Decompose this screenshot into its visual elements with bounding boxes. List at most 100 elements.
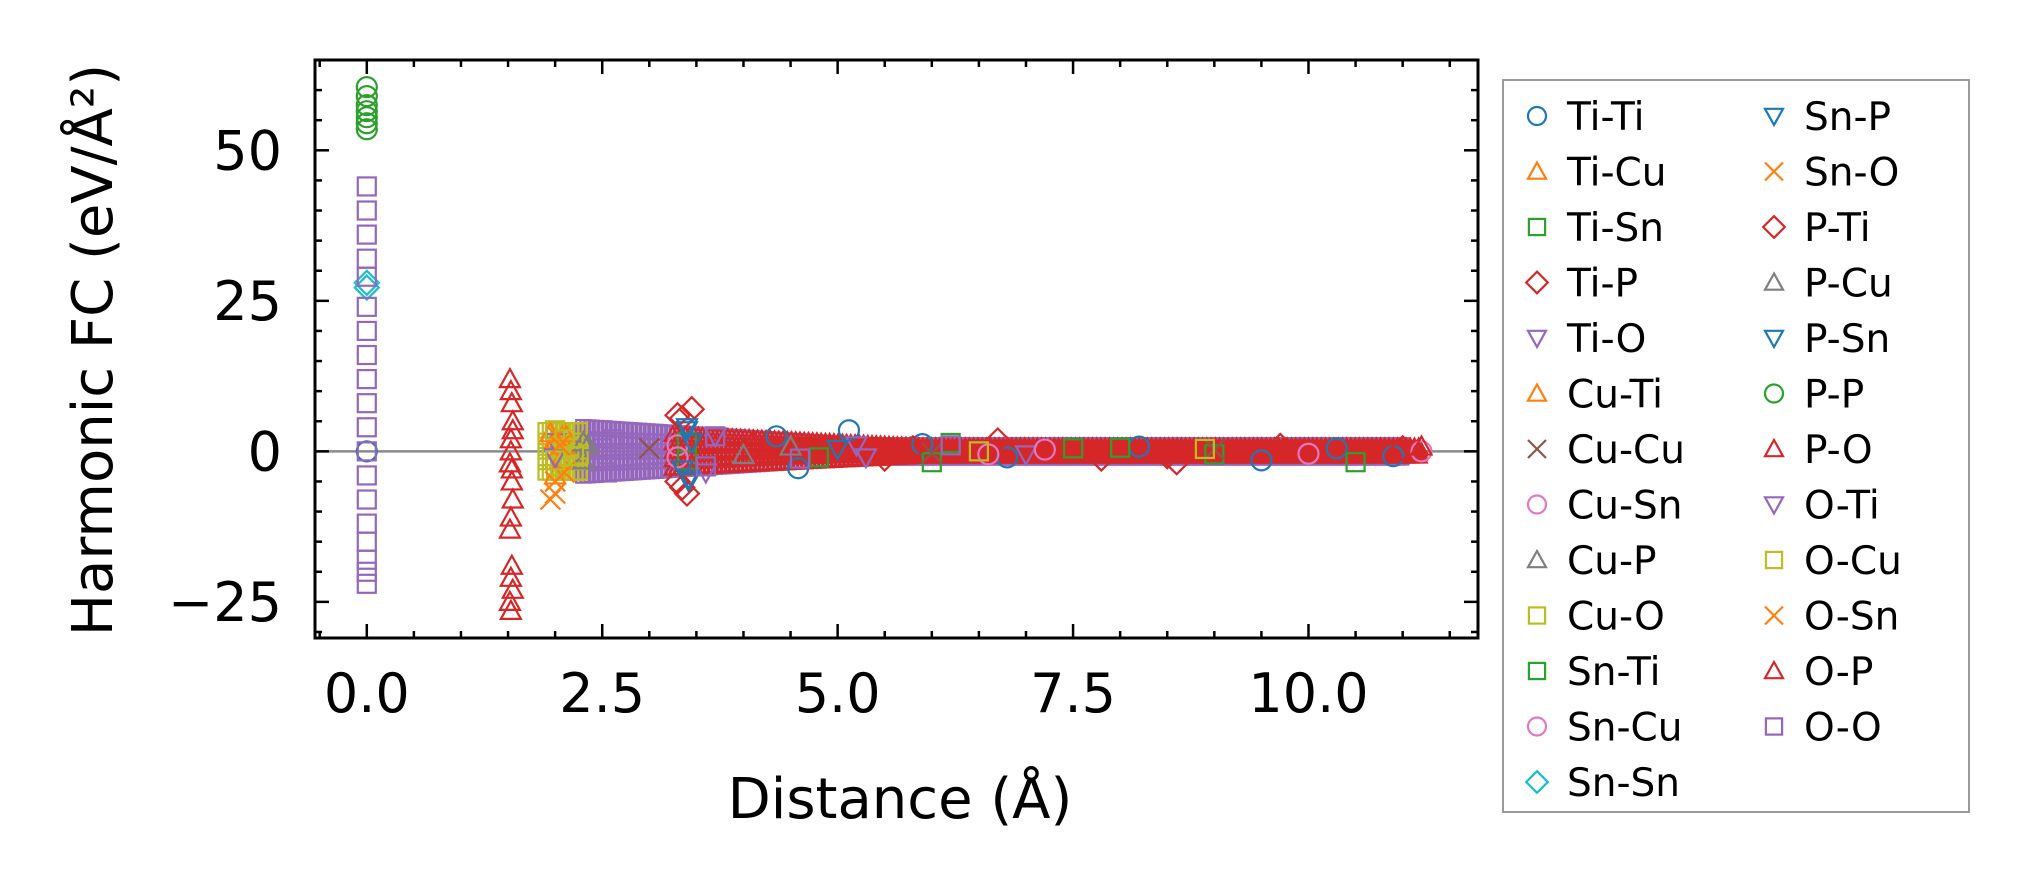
series-P-P xyxy=(355,75,378,141)
point-Ti-P xyxy=(1389,434,1417,462)
legend-marker xyxy=(1763,329,1785,350)
point-O-O xyxy=(356,369,377,390)
legend-marker xyxy=(1527,606,1547,625)
legend-marker xyxy=(1761,214,1787,240)
axes: 0.0 2.5 5.0 7.5 10.0 −25 0 25 50 xyxy=(168,58,1480,725)
point-Sn-P xyxy=(675,421,699,443)
y-tick-label: −25 xyxy=(168,571,282,634)
legend-marker xyxy=(1527,439,1547,459)
point-O-O xyxy=(356,266,377,287)
point-P-O xyxy=(499,553,524,575)
point-O-O xyxy=(356,344,377,366)
point-O-O xyxy=(705,426,726,447)
legend-marker xyxy=(1524,769,1550,795)
legend-label: Sn-Cu xyxy=(1567,706,1683,751)
point-Ti-Ti xyxy=(1250,449,1273,472)
legend-entry: P-Cu xyxy=(1763,262,1893,307)
point-O-O xyxy=(601,429,622,450)
legend-label: O-P xyxy=(1804,650,1873,695)
legend-marker xyxy=(1764,717,1784,736)
point-Ti-P xyxy=(739,431,767,459)
point-Cu-Cu xyxy=(921,442,943,464)
point-Ti-P xyxy=(673,479,701,508)
x-axis-label: Distance (Å) xyxy=(728,766,1073,832)
series-O-O xyxy=(356,176,961,594)
legend-label: Sn-Sn xyxy=(1567,761,1680,806)
legend-marker xyxy=(1763,437,1785,458)
point-Ti-Ti xyxy=(765,425,788,448)
point-P-P xyxy=(355,106,378,129)
legend-label: Sn-O xyxy=(1804,151,1899,196)
legend-marker xyxy=(1764,550,1784,570)
point-P-Cu xyxy=(731,442,756,465)
point-Sn-Cu xyxy=(1033,438,1056,461)
legend-entry: Ti-Ti xyxy=(1526,95,1644,140)
point-Ti-O xyxy=(693,463,718,485)
legend-box xyxy=(1502,79,1970,813)
series-O-Sn xyxy=(544,434,571,493)
point-P-O xyxy=(1409,434,1434,456)
legend-label: Cu-O xyxy=(1567,595,1665,640)
point-Cu-Sn xyxy=(1410,440,1433,463)
legend-entry: O-O xyxy=(1764,706,1882,751)
x-tick-label: 5.0 xyxy=(795,662,881,725)
point-O-O xyxy=(356,465,377,486)
point-Ti-Sn xyxy=(1345,452,1366,473)
legend-marker xyxy=(1527,661,1547,681)
point-P-Ti xyxy=(668,473,696,502)
legend-marker xyxy=(1526,105,1548,127)
legend-entry: Ti-Sn xyxy=(1527,206,1664,251)
legend-label: Ti-Sn xyxy=(1566,206,1664,251)
point-O-O xyxy=(356,549,377,570)
point-O-O xyxy=(356,489,377,510)
legend-label: Cu-Ti xyxy=(1567,373,1663,418)
point-Cu-O xyxy=(968,441,989,462)
point-Sn-O xyxy=(544,482,566,505)
legend-marker xyxy=(1763,496,1785,516)
legend-entry: P-Sn xyxy=(1763,317,1890,362)
legend-marker xyxy=(1526,160,1548,180)
point-O-O xyxy=(695,456,716,477)
point-P-Sn xyxy=(675,418,699,440)
point-P-P xyxy=(355,100,378,123)
point-P-Sn xyxy=(676,469,701,491)
x-tick-label: 10.0 xyxy=(1248,662,1368,725)
legend-marker xyxy=(1764,161,1784,182)
point-Ti-P xyxy=(1266,432,1294,460)
legend-marker xyxy=(1526,329,1548,350)
point-O-O xyxy=(356,561,377,582)
point-Cu-Cu xyxy=(638,437,661,460)
legend-marker xyxy=(1526,382,1548,402)
series-P-O xyxy=(498,366,1434,621)
point-O-Sn xyxy=(544,470,566,493)
legend-marker xyxy=(1763,271,1785,291)
point-Sn-Ti xyxy=(1110,437,1131,458)
point-O-O xyxy=(356,531,377,552)
legend-entry: Cu-O xyxy=(1527,595,1665,640)
legend-label: Cu-P xyxy=(1567,539,1657,584)
legend-marker xyxy=(1763,107,1785,128)
legend: Ti-Ti Ti-Cu Ti-Sn Ti-P Ti-O Cu-Ti Cu-Cu Cu-Sn Cu… xyxy=(1502,79,1970,813)
axis-ticks xyxy=(315,58,1478,638)
point-O-O xyxy=(356,200,377,221)
point-Ti-P xyxy=(871,445,899,473)
legend-label: P-Cu xyxy=(1804,262,1893,307)
point-P-O xyxy=(498,589,522,611)
point-P-Ti xyxy=(1153,442,1181,470)
point-P-O xyxy=(499,378,523,401)
legend-entry: O-Ti xyxy=(1763,484,1880,529)
legend-entry: O-Sn xyxy=(1764,595,1899,640)
legend-entry: Ti-Cu xyxy=(1526,151,1666,196)
point-P-P xyxy=(355,112,378,135)
point-P-Sn xyxy=(825,439,850,462)
point-O-P xyxy=(500,418,525,440)
point-P-O xyxy=(499,565,523,587)
y-tick-label: 0 xyxy=(248,420,282,483)
data-points xyxy=(315,75,1478,621)
plot-area xyxy=(315,75,1478,621)
point-O-O xyxy=(789,448,811,469)
legend-marker xyxy=(1763,383,1785,404)
legend-label: Ti-O xyxy=(1566,317,1646,362)
legend-label: O-O xyxy=(1804,706,1882,751)
